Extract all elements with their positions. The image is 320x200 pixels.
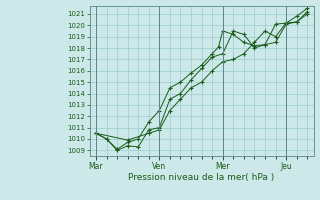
X-axis label: Pression niveau de la mer( hPa ): Pression niveau de la mer( hPa ) <box>128 173 275 182</box>
